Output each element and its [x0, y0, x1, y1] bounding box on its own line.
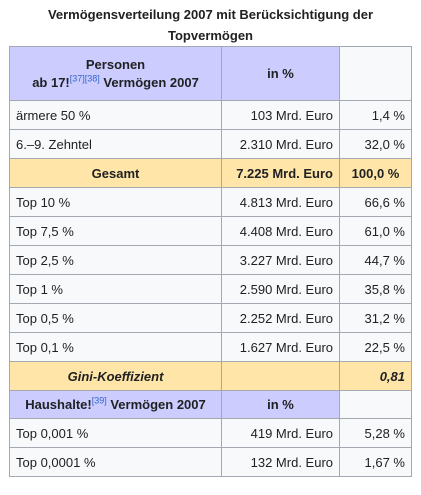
- header-persons-line2: ab 17![37][38] Vermögen 2007: [16, 74, 215, 92]
- table-caption: Vermögensverteilung 2007 mit Berücksicht…: [0, 0, 421, 46]
- total-row: Gesamt 7.225 Mrd. Euro 100,0 %: [9, 158, 412, 188]
- row-value: 103 Mrd. Euro: [221, 100, 340, 130]
- row-label: Top 10 %: [9, 187, 222, 217]
- header-persons-prefix: ab 17!: [32, 74, 70, 90]
- row-value: 2.252 Mrd. Euro: [221, 303, 340, 333]
- table-row: Top 0,5 % 2.252 Mrd. Euro 31,2 %: [9, 303, 412, 333]
- table-row: Top 0,1 % 1.627 Mrd. Euro 22,5 %: [9, 332, 412, 362]
- table-row: ärmere 50 % 103 Mrd. Euro 1,4 %: [9, 100, 412, 130]
- row-value: 4.408 Mrd. Euro: [221, 216, 340, 246]
- row-label: Top 0,1 %: [9, 332, 222, 362]
- row-percent: 44,7 %: [339, 245, 412, 275]
- row-value: 1.627 Mrd. Euro: [221, 332, 340, 362]
- table-row: Top 0,001 % 419 Mrd. Euro 5,28 %: [9, 418, 412, 448]
- table-row: Top 0,0001 % 132 Mrd. Euro 1,67 %: [9, 447, 412, 477]
- table-row: Top 1 % 2.590 Mrd. Euro 35,8 %: [9, 274, 412, 304]
- row-percent: 61,0 %: [339, 216, 412, 246]
- header-persons: Personen ab 17![37][38] Vermögen 2007: [9, 46, 222, 101]
- total-label: Gesamt: [9, 158, 222, 188]
- reference-link-38[interactable]: [38]: [84, 73, 100, 84]
- row-percent: 1,4 %: [339, 100, 412, 130]
- gini-row: Gini-Koeffizient 0,81: [9, 361, 412, 391]
- gini-empty-cell: [221, 361, 340, 391]
- row-label: Top 0,5 %: [9, 303, 222, 333]
- header-households-suffix: Vermögen 2007: [106, 397, 206, 412]
- table-row: Top 7,5 % 4.408 Mrd. Euro 61,0 %: [9, 216, 412, 246]
- row-percent: 1,67 %: [339, 447, 412, 477]
- wealth-distribution-table: Personen ab 17![37][38] Vermögen 2007 in…: [9, 46, 412, 477]
- row-value: 2.590 Mrd. Euro: [221, 274, 340, 304]
- row-label: ärmere 50 %: [9, 100, 222, 130]
- table-row: Top 10 % 4.813 Mrd. Euro 66,6 %: [9, 187, 412, 217]
- row-value: 132 Mrd. Euro: [221, 447, 340, 477]
- total-value: 7.225 Mrd. Euro: [221, 158, 340, 188]
- gini-value: 0,81: [339, 361, 412, 391]
- reference-link-39[interactable]: [39]: [91, 395, 107, 406]
- row-value: 419 Mrd. Euro: [221, 418, 340, 448]
- row-value: 3.227 Mrd. Euro: [221, 245, 340, 275]
- header-empty-cell: [339, 46, 412, 101]
- row-label: Top 1 %: [9, 274, 222, 304]
- row-percent: 66,6 %: [339, 187, 412, 217]
- reference-link-37[interactable]: [37]: [69, 73, 85, 84]
- row-label: Top 0,001 %: [9, 418, 222, 448]
- row-percent: 35,8 %: [339, 274, 412, 304]
- row-percent: 5,28 %: [339, 418, 412, 448]
- header-households: Haushalte![39] Vermögen 2007: [9, 390, 222, 419]
- gini-label: Gini-Koeffizient: [9, 361, 222, 391]
- row-label: Top 2,5 %: [9, 245, 222, 275]
- row-value: 4.813 Mrd. Euro: [221, 187, 340, 217]
- header-empty-cell-2: [339, 390, 412, 419]
- header-persons-line1: Personen: [85, 56, 146, 72]
- row-label: Top 7,5 %: [9, 216, 222, 246]
- row-value: 2.310 Mrd. Euro: [221, 129, 340, 159]
- header-households-prefix: Haushalte!: [25, 397, 92, 412]
- header-persons-suffix: Vermögen 2007: [99, 74, 199, 90]
- row-percent: 32,0 %: [339, 129, 412, 159]
- header-percent: in %: [221, 46, 340, 101]
- table-row: Top 2,5 % 3.227 Mrd. Euro 44,7 %: [9, 245, 412, 275]
- total-percent: 100,0 %: [339, 158, 412, 188]
- row-label: 6.–9. Zehntel: [9, 129, 222, 159]
- row-percent: 22,5 %: [339, 332, 412, 362]
- row-label: Top 0,0001 %: [9, 447, 222, 477]
- caption-line-1: Vermögensverteilung 2007 mit Berücksicht…: [47, 7, 374, 22]
- table-row: 6.–9. Zehntel 2.310 Mrd. Euro 32,0 %: [9, 129, 412, 159]
- header-percent-2: in %: [221, 390, 340, 419]
- row-percent: 31,2 %: [339, 303, 412, 333]
- caption-line-2: Topvermögen: [168, 28, 253, 43]
